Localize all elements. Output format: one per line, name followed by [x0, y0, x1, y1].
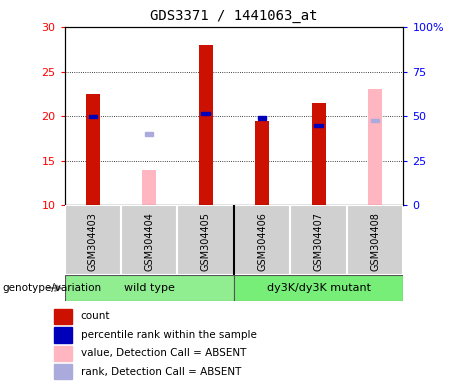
Bar	[199, 45, 213, 205]
Bar	[142, 170, 156, 205]
Bar	[234, 275, 403, 301]
Text: dy3K/dy3K mutant: dy3K/dy3K mutant	[266, 283, 371, 293]
Bar	[312, 103, 326, 205]
Text: wild type: wild type	[124, 283, 175, 293]
Text: GSM304403: GSM304403	[88, 212, 98, 271]
Text: count: count	[81, 311, 110, 321]
Bar	[121, 205, 177, 275]
Text: GSM304404: GSM304404	[144, 212, 154, 271]
Bar	[86, 94, 100, 205]
Text: GSM304406: GSM304406	[257, 212, 267, 271]
Bar	[201, 112, 210, 115]
Bar	[65, 275, 234, 301]
Text: genotype/variation: genotype/variation	[2, 283, 101, 293]
Bar	[54, 364, 72, 379]
Bar	[54, 327, 72, 343]
Bar	[371, 119, 379, 122]
Bar	[54, 309, 72, 324]
Bar	[177, 205, 234, 275]
Bar	[314, 124, 323, 127]
Bar	[368, 89, 382, 205]
Bar	[258, 116, 266, 119]
Bar	[145, 132, 154, 136]
Bar	[255, 121, 269, 205]
Bar	[65, 205, 121, 275]
Bar	[290, 205, 347, 275]
Bar	[89, 114, 97, 118]
Text: percentile rank within the sample: percentile rank within the sample	[81, 330, 256, 340]
Bar	[347, 205, 403, 275]
Text: GSM304408: GSM304408	[370, 212, 380, 271]
Bar	[54, 346, 72, 361]
Text: value, Detection Call = ABSENT: value, Detection Call = ABSENT	[81, 348, 246, 358]
Text: rank, Detection Call = ABSENT: rank, Detection Call = ABSENT	[81, 367, 241, 377]
Text: GSM304407: GSM304407	[313, 212, 324, 271]
Bar	[234, 205, 290, 275]
Text: GSM304405: GSM304405	[201, 212, 211, 271]
Title: GDS3371 / 1441063_at: GDS3371 / 1441063_at	[150, 9, 318, 23]
